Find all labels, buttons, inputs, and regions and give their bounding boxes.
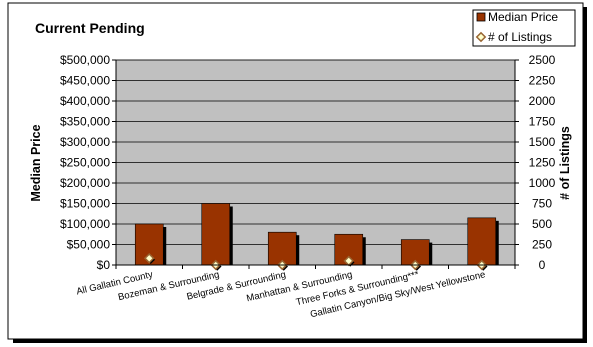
right-tick-label: 1750 bbox=[529, 115, 556, 129]
right-tick-label: 2500 bbox=[529, 53, 556, 67]
right-tick-label: 500 bbox=[532, 217, 552, 231]
marker-series bbox=[143, 252, 488, 271]
left-tick-label: $350,000 bbox=[60, 115, 110, 129]
right-axis-title: # of Listings bbox=[558, 126, 572, 200]
left-tick-label: $250,000 bbox=[60, 156, 110, 170]
right-axis-ticks: 0 250 500 750 1000 1250 1500 1750 2000 2250 2500 bbox=[515, 53, 556, 272]
left-axis-title: Median Price bbox=[29, 124, 43, 201]
bar bbox=[467, 217, 497, 266]
gridlines bbox=[116, 59, 515, 245]
legend-box bbox=[472, 9, 576, 47]
left-tick-label: $450,000 bbox=[60, 74, 110, 88]
left-tick-label: $150,000 bbox=[60, 197, 110, 211]
left-tick-label: $100,000 bbox=[60, 217, 110, 231]
legend-label-median-price: Median Price bbox=[488, 10, 558, 24]
listing-marker bbox=[143, 252, 155, 264]
legend-marker-swatch bbox=[475, 31, 487, 43]
right-tick-label: 2250 bbox=[529, 74, 556, 88]
bar bbox=[201, 203, 231, 266]
right-tick-label: 0 bbox=[539, 258, 546, 272]
left-axis-ticks: $0 $50,000 $100,000 $150,000 $200,000 $250,00… bbox=[60, 53, 116, 272]
legend: Median Price # of Listings bbox=[472, 9, 576, 47]
left-tick-label: $0 bbox=[97, 258, 111, 272]
right-tick-label: 2000 bbox=[529, 94, 556, 108]
right-tick-label: 1250 bbox=[529, 156, 556, 170]
listing-marker bbox=[343, 255, 355, 267]
right-tick-label: 1500 bbox=[529, 135, 556, 149]
left-tick-label: $400,000 bbox=[60, 94, 110, 108]
left-tick-label: $50,000 bbox=[67, 238, 111, 252]
left-tick-label: $200,000 bbox=[60, 176, 110, 190]
right-tick-label: 750 bbox=[532, 197, 552, 211]
legend-bar-swatch bbox=[476, 12, 486, 22]
left-tick-label: $500,000 bbox=[60, 53, 110, 67]
legend-label-listings: # of Listings bbox=[488, 30, 552, 44]
bar-series bbox=[134, 203, 499, 266]
chart-title: Current Pending bbox=[35, 20, 145, 36]
right-tick-label: 1000 bbox=[529, 176, 556, 190]
bar bbox=[267, 231, 297, 266]
left-tick-label: $300,000 bbox=[60, 135, 110, 149]
right-tick-label: 250 bbox=[532, 238, 552, 252]
